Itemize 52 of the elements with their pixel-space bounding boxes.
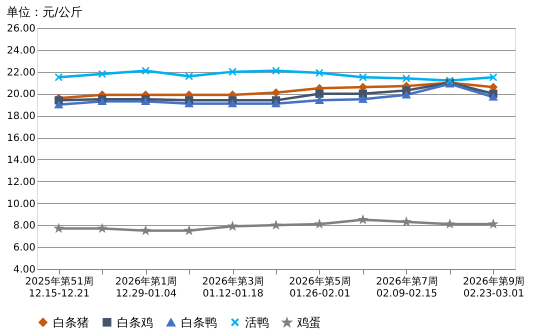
- y-tick-label: 6.00: [13, 242, 36, 254]
- point: [446, 220, 454, 228]
- legend-label: 鸡蛋: [296, 316, 321, 330]
- point: [358, 96, 368, 103]
- point: [54, 224, 63, 232]
- y-tick-label: 20.00: [6, 89, 36, 100]
- y-tick-label: 8.00: [13, 220, 36, 232]
- y-tick-label: 24.00: [6, 45, 36, 56]
- point: [446, 76, 454, 85]
- point: [98, 224, 106, 232]
- y-tick-label: 10.00: [6, 198, 36, 210]
- y-tick-label: 26.00: [6, 24, 36, 34]
- chart-title: 单位：元/公斤: [6, 5, 82, 19]
- legend-label: 白条鸭: [181, 316, 217, 330]
- point: [315, 68, 324, 78]
- point: [142, 66, 150, 75]
- point: [142, 98, 150, 106]
- y-tick-label: 12.00: [6, 176, 36, 188]
- x-tick-label: 2026年第3周 01.12-01.18: [202, 276, 264, 300]
- legend-label: 白条鸡: [117, 315, 153, 330]
- point: [54, 73, 63, 82]
- point: [228, 68, 237, 76]
- legend-label: 活鸭: [245, 315, 269, 330]
- x-tick-label: 2026年第1周 12.29-01.04: [115, 276, 178, 300]
- x-tick-label: 2026年第9周 02.23-03.01: [462, 276, 525, 300]
- point: [272, 66, 280, 75]
- point: [272, 88, 280, 97]
- point: [98, 98, 106, 106]
- point: [98, 70, 106, 78]
- point: [358, 73, 368, 82]
- x-tick-label: 2026年第7周 02.09-02.15: [376, 276, 438, 300]
- point: [402, 74, 410, 82]
- y-tick-label: 14.00: [6, 154, 36, 166]
- point: [489, 73, 498, 82]
- point: [184, 72, 194, 80]
- point: [315, 90, 324, 98]
- point: [489, 93, 498, 101]
- point: [272, 100, 280, 108]
- point: [315, 96, 324, 104]
- point: [228, 100, 237, 108]
- point: [184, 100, 194, 108]
- y-tick-label: 4.00: [13, 264, 36, 276]
- point: [54, 101, 63, 108]
- y-tick-label: 16.00: [6, 133, 36, 144]
- point: [402, 91, 410, 98]
- y-tick-label: 18.00: [6, 111, 36, 122]
- y-tick-label: 22.00: [6, 67, 36, 78]
- legend-label: 白条猪: [53, 315, 89, 330]
- point: [358, 90, 368, 98]
- x-tick-label: 2026年第5周 01.26-02.01: [289, 276, 351, 300]
- x-tick-label: 2025年第51周 12.15-12.21: [25, 276, 94, 300]
- point: [489, 220, 498, 228]
